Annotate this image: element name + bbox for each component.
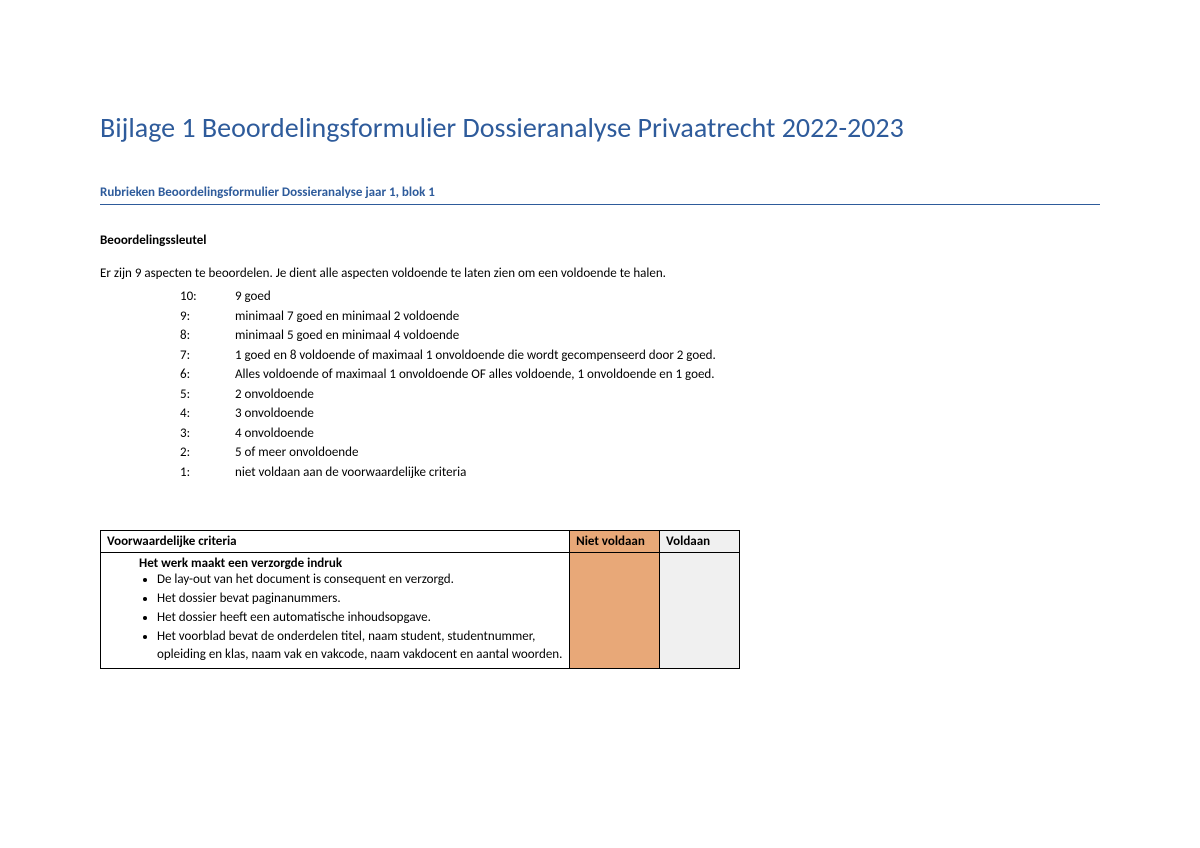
document-title: Bijlage 1 Beoordelingsformulier Dossiera…	[100, 110, 1100, 145]
score-desc: 2 onvoldoende	[235, 385, 314, 405]
table-row: Het werk maakt een verzorgde indruk De l…	[101, 553, 740, 669]
criteria-bullet: Het dossier bevat paginanummers.	[157, 590, 563, 609]
score-desc: 9 goed	[235, 287, 271, 307]
scoring-item: 8:minimaal 5 goed en minimaal 4 voldoend…	[180, 326, 1100, 346]
scoring-list: 10:9 goed 9:minimaal 7 goed en minimaal …	[100, 287, 1100, 482]
section-heading: Beoordelingssleutel	[100, 233, 1100, 248]
criteria-table: Voorwaardelijke criteria Niet voldaan Vo…	[100, 530, 740, 669]
criteria-bullet: Het dossier heeft een automatische inhou…	[157, 609, 563, 628]
score-label: 3:	[180, 424, 235, 444]
score-desc: 4 onvoldoende	[235, 424, 314, 444]
scoring-item: 9:minimaal 7 goed en minimaal 2 voldoend…	[180, 307, 1100, 327]
criteria-heading: Het werk maakt een verzorgde indruk	[139, 556, 563, 571]
score-desc: niet voldaan aan de voorwaardelijke crit…	[235, 463, 466, 483]
scoring-item: 5:2 onvoldoende	[180, 385, 1100, 405]
score-desc: 3 onvoldoende	[235, 404, 314, 424]
score-label: 10:	[180, 287, 235, 307]
scoring-item: 1:niet voldaan aan de voorwaardelijke cr…	[180, 463, 1100, 483]
niet-voldaan-cell	[570, 553, 660, 669]
scoring-item: 10:9 goed	[180, 287, 1100, 307]
voldaan-cell	[660, 553, 740, 669]
scoring-item: 4:3 onvoldoende	[180, 404, 1100, 424]
document-subtitle: Rubrieken Beoordelingsformulier Dossiera…	[100, 185, 1100, 205]
score-label: 9:	[180, 307, 235, 327]
score-desc: Alles voldoende of maximaal 1 onvoldoend…	[235, 365, 715, 385]
score-desc: 5 of meer onvoldoende	[235, 443, 358, 463]
score-label: 8:	[180, 326, 235, 346]
score-label: 1:	[180, 463, 235, 483]
score-label: 6:	[180, 365, 235, 385]
score-desc: minimaal 7 goed en minimaal 2 voldoende	[235, 307, 459, 327]
criteria-cell: Het werk maakt een verzorgde indruk De l…	[101, 553, 570, 669]
criteria-bullet: De lay-out van het document is consequen…	[157, 571, 563, 590]
score-label: 4:	[180, 404, 235, 424]
scoring-item: 6:Alles voldoende of maximaal 1 onvoldoe…	[180, 365, 1100, 385]
scoring-item: 2:5 of meer onvoldoende	[180, 443, 1100, 463]
col-header-criteria: Voorwaardelijke criteria	[101, 531, 570, 553]
col-header-niet-voldaan: Niet voldaan	[570, 531, 660, 553]
score-desc: 1 goed en 8 voldoende of maximaal 1 onvo…	[235, 346, 716, 366]
scoring-item: 7:1 goed en 8 voldoende of maximaal 1 on…	[180, 346, 1100, 366]
col-header-voldaan: Voldaan	[660, 531, 740, 553]
score-label: 2:	[180, 443, 235, 463]
criteria-bullet: Het voorblad bevat de onderdelen titel, …	[157, 628, 563, 666]
intro-text: Er zijn 9 aspecten te beoordelen. Je die…	[100, 266, 1100, 281]
scoring-item: 3:4 onvoldoende	[180, 424, 1100, 444]
score-desc: minimaal 5 goed en minimaal 4 voldoende	[235, 326, 459, 346]
score-label: 7:	[180, 346, 235, 366]
criteria-bullets: De lay-out van het document is consequen…	[139, 571, 563, 665]
score-label: 5:	[180, 385, 235, 405]
table-header-row: Voorwaardelijke criteria Niet voldaan Vo…	[101, 531, 740, 553]
